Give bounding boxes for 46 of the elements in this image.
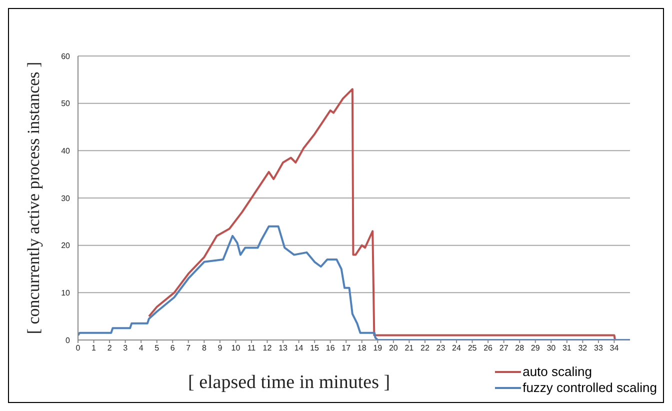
x-tick-label: 33	[594, 344, 604, 353]
x-tick-label: 23	[436, 344, 446, 353]
x-tick-label: 21	[404, 344, 414, 353]
x-tick-label: 16	[326, 344, 336, 353]
x-tick-label: 28	[515, 344, 525, 353]
x-tick-label: 34	[610, 344, 620, 353]
y-tick-label: 50	[61, 99, 71, 108]
x-tick-label: 15	[310, 344, 320, 353]
x-tick-label: 25	[468, 344, 478, 353]
x-tick-label: 12	[262, 344, 272, 353]
x-tick-label: 10	[231, 344, 241, 353]
x-tick-label: 4	[138, 344, 144, 353]
x-tick-label: 17	[342, 344, 352, 353]
x-tick-label: 7	[186, 344, 192, 353]
y-tick-label: 0	[66, 336, 71, 345]
x-tick-label: 30	[546, 344, 556, 353]
x-tick-label: 9	[218, 344, 223, 353]
x-tick-label: 11	[247, 344, 256, 353]
x-tick-label: 18	[357, 344, 367, 353]
x-tick-label: 3	[123, 344, 128, 353]
x-tick-label: 13	[278, 344, 288, 353]
x-tick-label: 31	[562, 344, 572, 353]
x-tick-label: 27	[499, 344, 509, 353]
x-tick-label: 0	[76, 344, 81, 353]
y-tick-label: 40	[61, 146, 71, 156]
legend-label: auto scaling	[522, 364, 592, 380]
x-tick-label: 19	[373, 344, 383, 353]
y-tick-label: 20	[61, 241, 71, 250]
y-tick-label: 10	[61, 288, 71, 298]
x-tick-label: 29	[530, 344, 540, 353]
x-axis-title: [ elapsed time in minutes ]	[188, 372, 390, 393]
x-tick-label: 2	[107, 344, 112, 353]
x-tick-label: 24	[452, 344, 462, 353]
x-tick-label: 14	[294, 344, 304, 353]
x-tick-label: 8	[202, 344, 207, 353]
y-tick-label: 30	[61, 194, 71, 203]
x-tick-label: 6	[170, 344, 176, 353]
y-tick-label: 60	[61, 52, 71, 61]
y-axis-title: [ concurrently active process instances ]	[24, 62, 44, 334]
legend-label: fuzzy controlled scaling	[522, 380, 657, 396]
x-tick-label: 5	[154, 344, 160, 353]
x-tick-label: 26	[484, 344, 494, 353]
x-tick-label: 22	[420, 344, 430, 353]
x-tick-label: 1	[92, 344, 97, 353]
x-tick-label: 20	[388, 344, 398, 353]
x-tick-label: 32	[578, 344, 588, 353]
